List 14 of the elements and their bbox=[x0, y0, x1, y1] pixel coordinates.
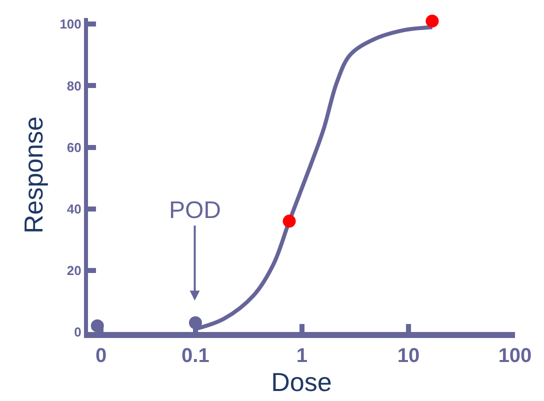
annotation: POD bbox=[169, 197, 222, 224]
y-axis-title: Response bbox=[18, 116, 49, 234]
y-tick-label: 20 bbox=[66, 262, 82, 278]
x-axis-title: Dose bbox=[271, 367, 332, 397]
y-tick-label: 60 bbox=[66, 140, 82, 155]
x-tick-label: 0 bbox=[96, 345, 107, 367]
y-tick-label: 80 bbox=[66, 78, 82, 94]
x-tick-label: 0.1 bbox=[182, 345, 210, 367]
y-tick-label: 100 bbox=[60, 16, 82, 32]
y-tick-label: 0 bbox=[74, 324, 82, 340]
x-tick-label: 1 bbox=[296, 345, 308, 367]
x-tick-label: 10 bbox=[397, 345, 420, 367]
y-tick-label: 40 bbox=[66, 201, 82, 216]
x-tick-label: 100 bbox=[498, 345, 532, 367]
